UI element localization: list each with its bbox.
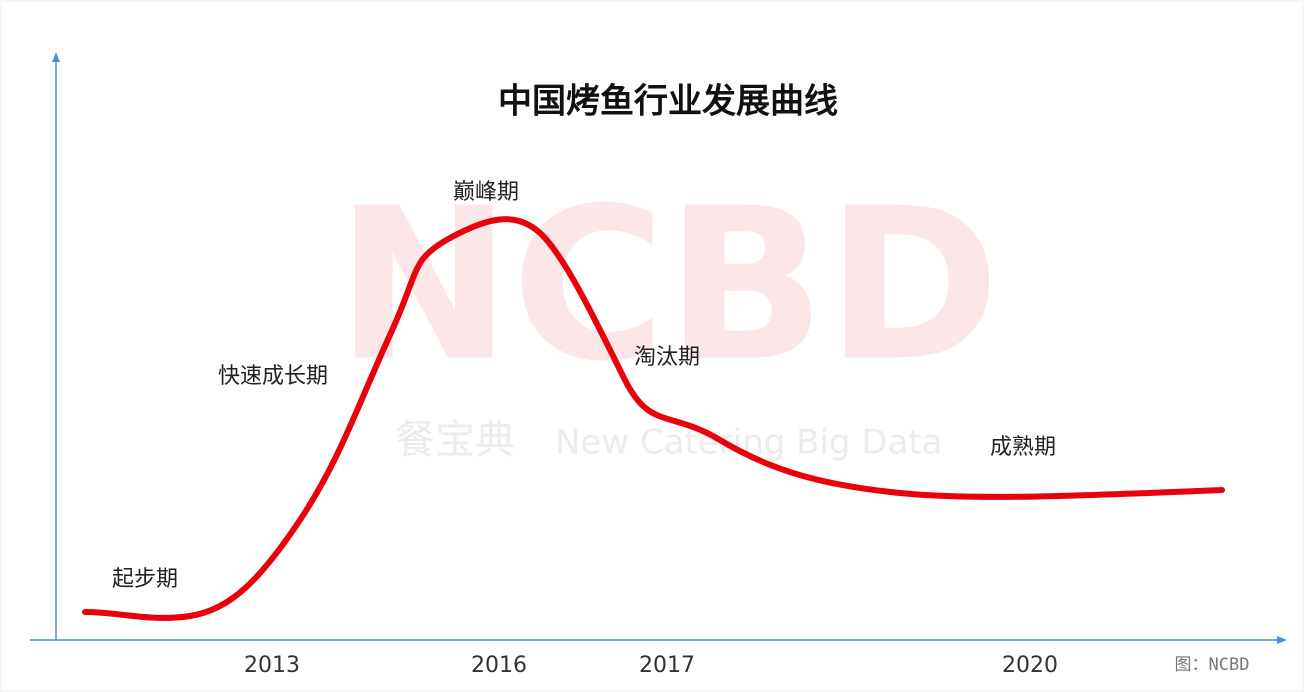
stage-label: 巅峰期 bbox=[453, 180, 519, 205]
source: 图：NCBD bbox=[1175, 655, 1250, 675]
x-arrow bbox=[1277, 636, 1287, 644]
watermark-logo: NCBD bbox=[336, 163, 1000, 408]
stage-label: 快速成长期 bbox=[218, 364, 328, 389]
stage-label: 成熟期 bbox=[990, 435, 1056, 460]
stage-label: 起步期 bbox=[112, 567, 178, 592]
x-label: 2016 bbox=[471, 653, 527, 678]
x-label: 2017 bbox=[639, 653, 695, 678]
watermark-name: 餐宝典 bbox=[395, 417, 515, 463]
x-label: 2013 bbox=[244, 653, 300, 678]
y-arrow bbox=[52, 52, 60, 62]
title: 中国烤鱼行业发展曲线 bbox=[498, 82, 838, 122]
x-label: 2020 bbox=[1002, 653, 1058, 678]
stage-label: 淘汰期 bbox=[634, 345, 700, 370]
trend-curve bbox=[82, 216, 1225, 621]
